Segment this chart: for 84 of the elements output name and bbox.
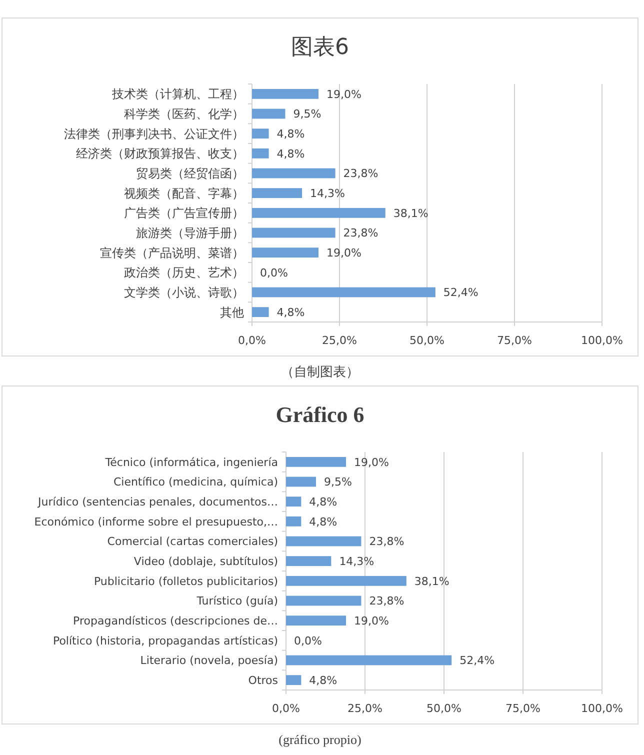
data-label: 4,8% [309, 495, 338, 508]
data-label: 19,0% [326, 246, 362, 260]
y-tick-label: 旅游类（导游手册） [136, 226, 244, 240]
chart-title: Gráfico 6 [276, 402, 364, 427]
x-tick-label: 25,0% [348, 702, 382, 715]
y-tick-label: 技术类（计算机、工程） [111, 87, 244, 102]
data-label: 38,1% [414, 574, 450, 588]
bar [252, 168, 336, 178]
bar [252, 228, 336, 238]
x-tick-label: 50,0% [426, 702, 462, 715]
y-tick-label: 视频类（配音、字幕） [124, 186, 244, 200]
data-label: 14,3% [339, 554, 374, 568]
x-tick-label: 100,0% [581, 702, 623, 715]
bar [286, 456, 346, 467]
y-tick-label: Comercial (cartas comerciales) [107, 535, 278, 548]
data-label: 4,8% [309, 515, 338, 528]
data-label: 19,0% [326, 88, 362, 101]
x-tick-label: 25,0% [322, 334, 357, 347]
y-tick-label: 宣传类（产品说明、菜谱） [100, 246, 244, 260]
bar [252, 208, 386, 218]
data-label: 23,8% [343, 226, 378, 240]
data-label: 9,5% [324, 476, 352, 489]
bar [252, 188, 302, 198]
bar [286, 536, 362, 546]
y-tick-label: Científico (medicina, química) [113, 476, 278, 489]
y-tick-label: 文学类（小说、诗歌） [124, 285, 244, 300]
x-tick-label: 0,0% [272, 702, 300, 715]
y-tick-label: Otros [248, 674, 278, 687]
y-tick-label: Técnico (informática, ingeniería [104, 456, 278, 469]
data-label: 23,8% [369, 535, 404, 548]
data-label: 52,4% [460, 654, 495, 668]
data-label: 4,8% [309, 674, 338, 687]
x-tick-label: 75,0% [497, 334, 532, 347]
bar [252, 108, 286, 119]
bar [252, 287, 436, 298]
y-tick-label: 政治类（历史、艺术） [124, 266, 244, 280]
data-label: 19,0% [354, 456, 389, 469]
bar [286, 556, 332, 566]
data-label: 0,0% [294, 634, 322, 648]
data-label: 38,1% [393, 206, 428, 220]
bar [252, 128, 269, 139]
y-tick-label: 经济类（财政预算报告、收支） [76, 146, 244, 161]
bar [286, 476, 316, 487]
chart-title: 图表6 [291, 35, 349, 60]
x-tick-label: 75,0% [506, 702, 540, 715]
text: (gráfico propio) [278, 732, 362, 747]
bar [286, 496, 302, 507]
data-label: 23,8% [343, 167, 378, 180]
data-label: 4,8% [276, 147, 305, 160]
y-tick-label: Turístico (guía) [196, 594, 278, 608]
text: （自制图表） [281, 364, 359, 379]
bar [252, 88, 318, 99]
bar [286, 516, 302, 526]
bar [286, 576, 406, 586]
y-tick-label: 科学类（医药、化学） [124, 106, 244, 121]
y-tick-label: Jurídico (sentencias penales, documentos… [37, 495, 278, 508]
bar [252, 307, 269, 318]
data-label: 23,8% [369, 594, 404, 608]
y-tick-label: 广告类（广告宣传册） [124, 206, 244, 220]
bar [286, 675, 302, 686]
x-tick-label: 0,0% [238, 334, 266, 347]
y-tick-label: 贸易类（经贸信函） [136, 166, 244, 180]
bar [286, 655, 452, 666]
y-tick-label: Literario (novela, poesía) [140, 654, 278, 668]
data-label: 9,5% [293, 108, 322, 121]
data-label: 4,8% [276, 127, 305, 140]
y-tick-label: Económico (informe sobre el presupuesto,… [34, 515, 278, 528]
y-tick-label: Político (historia, propagandas artísticas) [52, 634, 278, 648]
y-tick-label: 其他 [220, 305, 244, 320]
bar [252, 148, 269, 158]
y-tick-label: Publicitario (folletos publicitarios) [94, 574, 278, 588]
data-label: 52,4% [443, 286, 478, 300]
bar [252, 248, 318, 258]
y-tick-label: Video (doblaje, subtítulos) [134, 554, 278, 568]
data-label: 19,0% [354, 614, 389, 628]
data-label: 4,8% [276, 306, 305, 319]
x-tick-label: 50,0% [410, 334, 444, 347]
data-label: 0,0% [260, 266, 288, 280]
bar [286, 596, 362, 606]
bar [286, 616, 346, 626]
x-tick-label: 100,0% [581, 334, 623, 347]
y-tick-label: Propagandísticos (descripciones de… [73, 614, 278, 628]
data-label: 14,3% [310, 186, 346, 200]
y-tick-label: 法律类（刑事判决书、公证文件） [64, 126, 244, 141]
